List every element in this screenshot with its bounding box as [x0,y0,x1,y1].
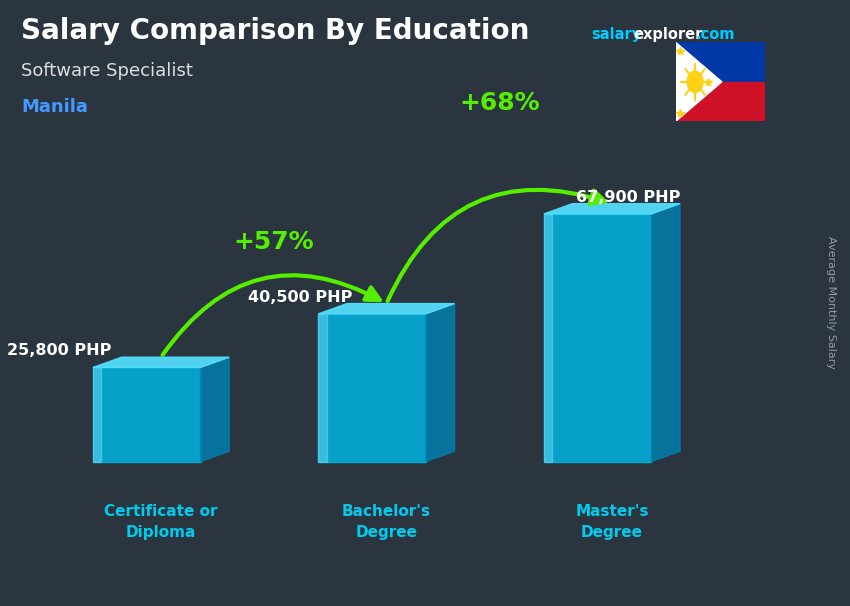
FancyArrowPatch shape [162,275,380,355]
Polygon shape [651,204,680,462]
Circle shape [687,71,703,93]
Polygon shape [93,367,101,462]
Polygon shape [544,214,552,462]
Text: Certificate or
Diploma: Certificate or Diploma [105,504,218,540]
Text: +68%: +68% [459,92,540,116]
Text: Master's
Degree: Master's Degree [575,504,649,540]
Polygon shape [544,204,680,214]
Text: Average Monthly Salary: Average Monthly Salary [826,236,836,370]
Bar [676,82,765,121]
Polygon shape [319,314,426,462]
Polygon shape [319,314,326,462]
Text: +57%: +57% [234,230,314,254]
Text: 40,500 PHP: 40,500 PHP [248,290,353,305]
Polygon shape [676,42,722,121]
Text: 67,900 PHP: 67,900 PHP [576,190,681,205]
Text: 25,800 PHP: 25,800 PHP [8,344,112,358]
Polygon shape [93,357,230,367]
Polygon shape [426,304,455,462]
Text: explorer: explorer [633,27,703,42]
Polygon shape [93,367,201,462]
Text: Salary Comparison By Education: Salary Comparison By Education [21,18,530,45]
Polygon shape [319,304,455,314]
Text: Bachelor's
Degree: Bachelor's Degree [342,504,431,540]
FancyArrowPatch shape [388,190,605,301]
Polygon shape [201,357,230,462]
Polygon shape [544,214,651,462]
Text: Manila: Manila [21,98,88,116]
Text: Software Specialist: Software Specialist [21,62,193,80]
Text: salary: salary [591,27,641,42]
Text: .com: .com [695,27,734,42]
Bar [676,42,765,82]
